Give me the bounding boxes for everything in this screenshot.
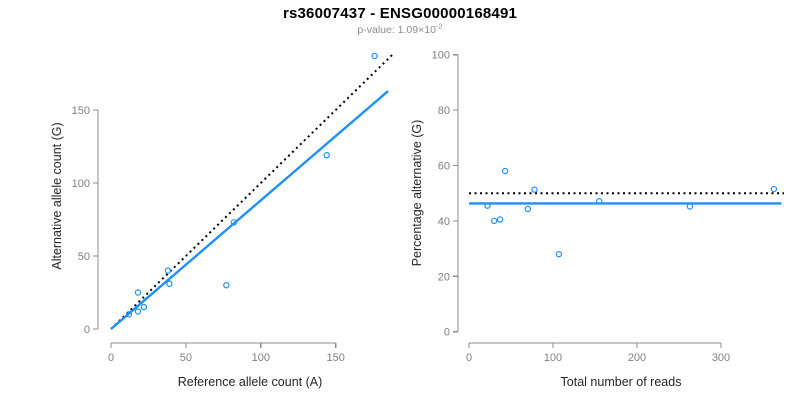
y-axis-title: Percentage alternative (G) <box>410 120 424 267</box>
data-point <box>496 216 504 223</box>
data-point <box>524 205 532 213</box>
data-point <box>501 167 509 175</box>
y-tick-label: 80 <box>438 105 450 117</box>
y-tick-label: 150 <box>72 105 90 117</box>
data-point <box>531 186 538 193</box>
y-tick-label: 20 <box>438 271 450 283</box>
data-point <box>140 303 148 311</box>
x-tick-label: 100 <box>252 352 270 364</box>
percentage-alternative-plot: 0 100 200 300 0 20 40 60 80 100 Total number of re… <box>410 50 784 389</box>
data-point <box>686 203 694 210</box>
x-tick-label: 50 <box>180 352 192 364</box>
allele-counts-plot: 0 50 100 150 0 50 100 150 Reference allele count… <box>50 52 394 389</box>
data-point <box>223 282 230 289</box>
data-point <box>134 289 142 296</box>
data-point <box>770 185 778 193</box>
p-value-exponent: -2 <box>435 21 443 31</box>
data-point <box>371 52 378 60</box>
x-axis-title: Reference allele count (A) <box>178 375 323 389</box>
data-point <box>164 267 172 274</box>
fitted-line <box>110 90 389 330</box>
y-tick-label: 40 <box>438 216 450 228</box>
data-point <box>491 217 498 225</box>
x-tick-label: 300 <box>712 352 730 364</box>
data-point <box>125 311 133 318</box>
figure-title: rs36007437 - ENSG00000168491 <box>282 5 518 22</box>
p-value-text: p-value: 1.09×10 <box>357 24 436 36</box>
y-tick-label: 0 <box>84 324 90 336</box>
data-point <box>134 308 142 315</box>
x-tick-label: 200 <box>628 352 646 364</box>
y-tick-label: 100 <box>432 50 450 62</box>
y-tick-label: 0 <box>444 327 450 339</box>
x-tick-label: 150 <box>327 352 345 364</box>
y-tick-label: 100 <box>72 178 90 190</box>
identity-line-1to1 <box>110 53 394 330</box>
x-tick-label: 100 <box>544 352 562 364</box>
y-tick-label: 50 <box>78 251 90 263</box>
y-tick-label: 60 <box>438 161 450 173</box>
data-point <box>230 219 238 226</box>
data-point <box>166 280 173 287</box>
data-point <box>555 250 563 258</box>
data-point <box>596 198 603 205</box>
x-tick-label: 0 <box>108 352 114 364</box>
data-point <box>484 202 491 209</box>
y-axis-title: Alternative allele count (G) <box>50 122 64 269</box>
data-point <box>323 152 330 159</box>
x-tick-label: 0 <box>466 352 472 364</box>
figure-subtitle: p-value: 1.09×10-2 <box>0 21 800 36</box>
x-axis-title: Total number of reads <box>561 375 682 389</box>
